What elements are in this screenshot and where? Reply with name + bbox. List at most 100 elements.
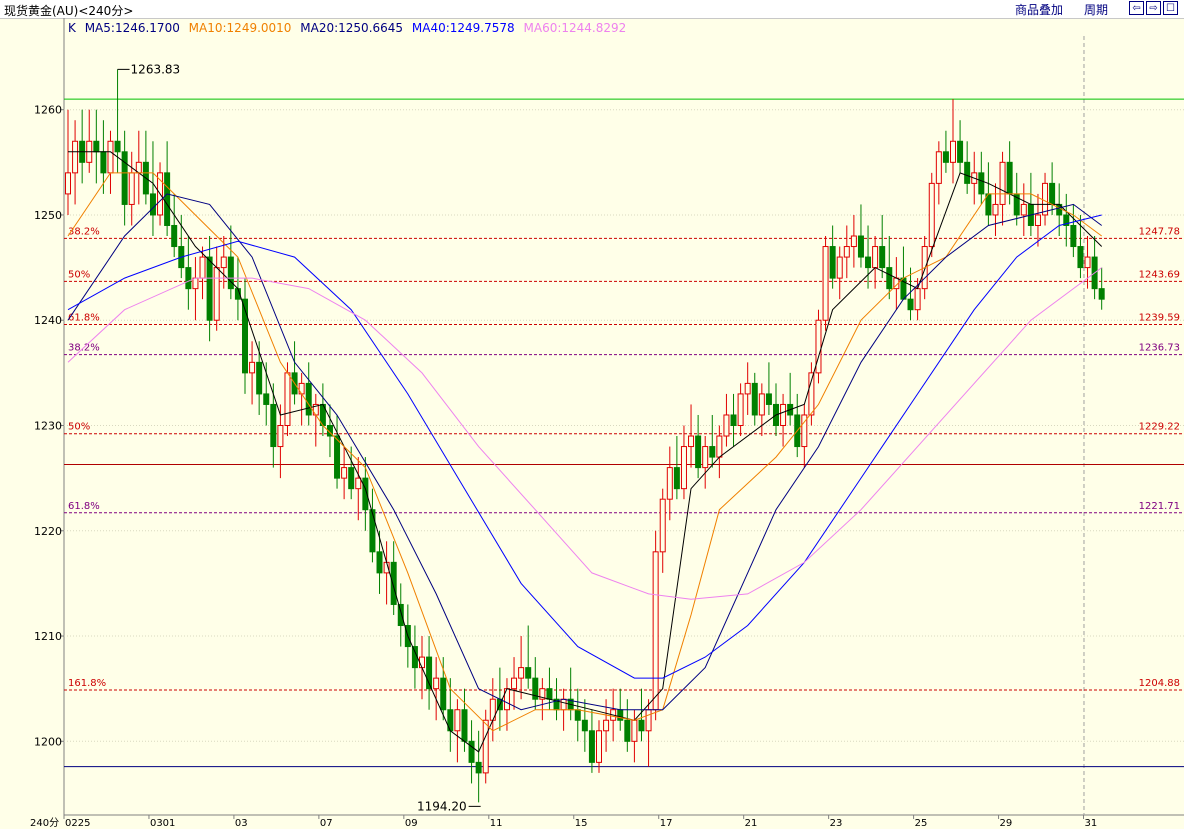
- candle-up[interactable]: [702, 446, 709, 469]
- candle-down[interactable]: [397, 603, 404, 627]
- candle-down[interactable]: [149, 193, 156, 216]
- candle-up[interactable]: [277, 425, 284, 448]
- scroll-right-icon[interactable]: ⇨: [1146, 1, 1161, 15]
- candle-down[interactable]: [270, 403, 277, 448]
- candle-down[interactable]: [334, 435, 341, 479]
- candle-up[interactable]: [680, 446, 687, 490]
- candle-up[interactable]: [454, 709, 461, 732]
- candle-up[interactable]: [1034, 214, 1041, 226]
- candle-down[interactable]: [829, 246, 836, 279]
- candle-up[interactable]: [596, 730, 602, 763]
- candle-down[interactable]: [907, 298, 914, 311]
- candle-up[interactable]: [65, 172, 71, 195]
- candle-down[interactable]: [978, 172, 985, 195]
- candle-up[interactable]: [72, 140, 79, 174]
- candle-up[interactable]: [801, 414, 808, 448]
- candle-down[interactable]: [390, 561, 397, 605]
- candle-up[interactable]: [716, 435, 723, 458]
- candle-down[interactable]: [121, 151, 128, 205]
- candle-up[interactable]: [992, 203, 999, 216]
- candle-down[interactable]: [546, 688, 553, 700]
- candle-down[interactable]: [93, 140, 100, 153]
- candle-down[interactable]: [532, 677, 539, 700]
- candle-up[interactable]: [822, 246, 829, 321]
- candle-up[interactable]: [631, 719, 638, 742]
- candle-down[interactable]: [114, 140, 121, 153]
- candle-down[interactable]: [411, 646, 418, 669]
- candle-up[interactable]: [645, 709, 652, 732]
- candle-up[interactable]: [419, 656, 425, 669]
- candle-down[interactable]: [461, 709, 468, 742]
- candle-down[interactable]: [348, 467, 355, 490]
- candle-down[interactable]: [362, 477, 369, 511]
- candle-down[interactable]: [957, 140, 964, 163]
- candle-up[interactable]: [737, 393, 744, 426]
- candle-up[interactable]: [433, 677, 440, 690]
- candle-down[interactable]: [426, 656, 433, 690]
- candle-down[interactable]: [100, 151, 107, 174]
- candle-down[interactable]: [256, 361, 263, 395]
- candle-down[interactable]: [1070, 224, 1077, 248]
- candle-down[interactable]: [709, 446, 716, 458]
- candle-down[interactable]: [1063, 214, 1070, 226]
- candle-down[interactable]: [227, 256, 234, 290]
- candle-up[interactable]: [744, 382, 751, 395]
- candle-up[interactable]: [482, 719, 489, 774]
- candle-down[interactable]: [468, 740, 475, 763]
- candle-up[interactable]: [666, 467, 673, 500]
- candle-up[interactable]: [192, 277, 199, 290]
- candle-down[interactable]: [765, 393, 772, 405]
- candle-up[interactable]: [758, 393, 765, 416]
- restore-window-icon[interactable]: ☐: [1163, 1, 1178, 15]
- period-button[interactable]: 周期: [1084, 3, 1109, 17]
- candle-down[interactable]: [440, 677, 447, 711]
- overlay-button[interactable]: 商品叠加: [1015, 3, 1064, 17]
- candle-up[interactable]: [298, 382, 305, 395]
- candle-down[interactable]: [588, 730, 595, 763]
- candle-down[interactable]: [171, 224, 178, 248]
- candle-up[interactable]: [999, 161, 1006, 205]
- candle-up[interactable]: [808, 372, 815, 416]
- candle-up[interactable]: [1020, 203, 1027, 216]
- candle-up[interactable]: [213, 267, 220, 321]
- candle-down[interactable]: [1077, 246, 1084, 269]
- candle-down[interactable]: [263, 393, 270, 405]
- candle-down[interactable]: [376, 551, 383, 574]
- candle-up[interactable]: [843, 246, 850, 258]
- candle-up[interactable]: [355, 477, 362, 490]
- candle-up[interactable]: [199, 256, 206, 279]
- candle-up[interactable]: [518, 667, 525, 679]
- candle-down[interactable]: [206, 256, 213, 321]
- candle-down[interactable]: [164, 172, 171, 226]
- scroll-left-icon[interactable]: ⇦: [1129, 1, 1144, 15]
- candle-up[interactable]: [723, 414, 730, 437]
- candle-up[interactable]: [950, 140, 956, 163]
- candle-down[interactable]: [475, 761, 482, 774]
- candle-down[interactable]: [1049, 182, 1056, 205]
- candle-up[interactable]: [341, 467, 348, 479]
- candle-up[interactable]: [511, 677, 518, 690]
- candle-down[interactable]: [624, 719, 631, 742]
- candle-up[interactable]: [836, 256, 843, 279]
- candle-down[interactable]: [879, 246, 886, 269]
- candle-up[interactable]: [780, 403, 787, 427]
- candle-down[interactable]: [964, 161, 971, 184]
- candle-down[interactable]: [865, 256, 872, 269]
- candle-down[interactable]: [1006, 161, 1013, 195]
- candle-up[interactable]: [1042, 182, 1049, 216]
- candle-up[interactable]: [652, 551, 659, 711]
- candle-up[interactable]: [659, 498, 666, 553]
- candle-up[interactable]: [603, 719, 610, 732]
- candle-down[interactable]: [751, 382, 758, 416]
- candle-up[interactable]: [872, 246, 879, 269]
- candle-down[interactable]: [730, 414, 737, 426]
- candle-up[interactable]: [815, 319, 822, 374]
- candle-down[interactable]: [857, 235, 864, 258]
- candle-down[interactable]: [185, 267, 192, 290]
- candle-down[interactable]: [673, 467, 680, 490]
- candle-up[interactable]: [928, 182, 935, 248]
- candle-up[interactable]: [284, 372, 291, 427]
- candle-up[interactable]: [539, 688, 546, 700]
- candle-down[interactable]: [581, 719, 588, 732]
